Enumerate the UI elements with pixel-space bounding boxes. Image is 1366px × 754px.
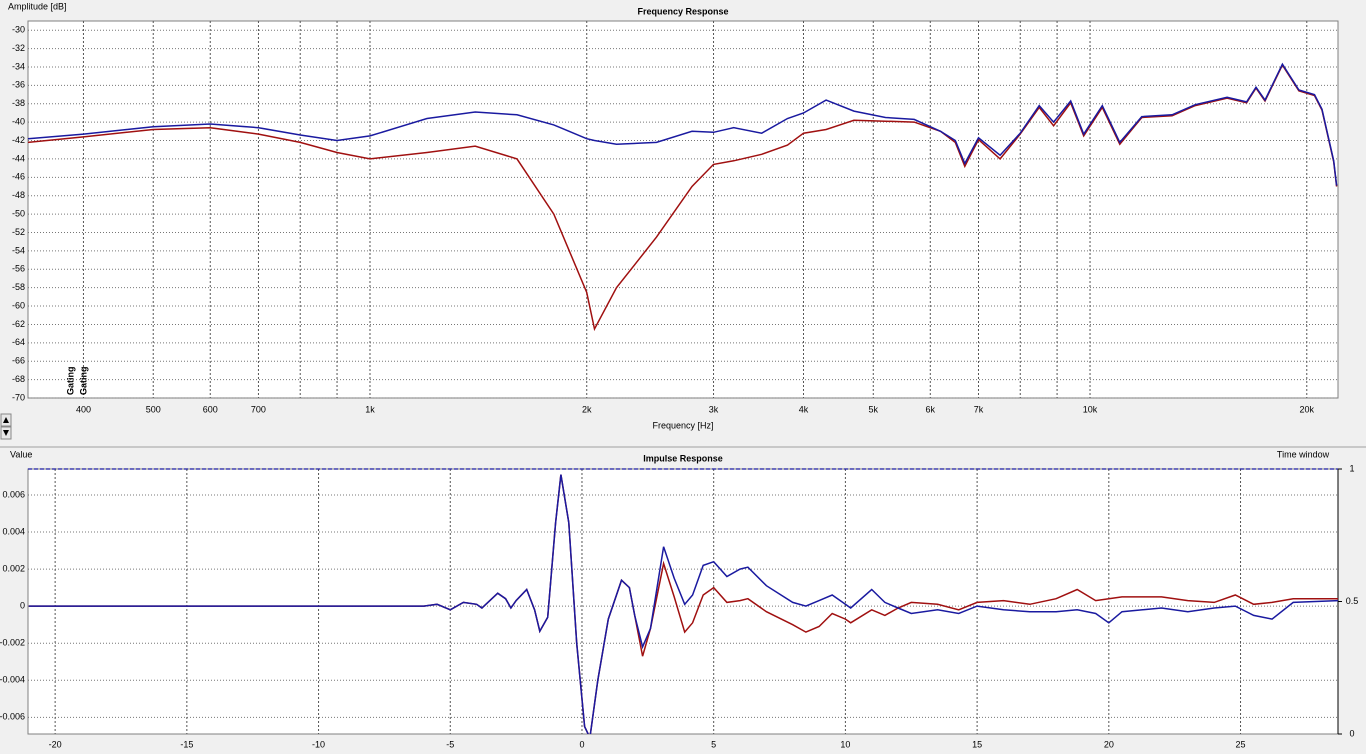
- series-line: [28, 62, 1338, 186]
- x-tick-label: 0: [579, 739, 584, 749]
- x-tick-label: 20k: [1300, 404, 1315, 414]
- y-tick-label: 0: [20, 601, 25, 611]
- y-tick-label: -50: [12, 208, 25, 218]
- y-tick-label: -48: [12, 190, 25, 200]
- y-tick-label: -46: [12, 172, 25, 182]
- x-axis-label: Frequency [Hz]: [652, 420, 713, 430]
- y-tick-label: 0.004: [2, 526, 25, 536]
- x-tick-label: 400: [76, 404, 91, 414]
- legend-entry: Gating: [78, 367, 88, 396]
- x-tick-label: 3k: [709, 404, 719, 414]
- series-line: [28, 63, 1338, 332]
- x-tick-label: 7k: [974, 404, 984, 414]
- y-tick-label: -60: [12, 300, 25, 310]
- x-tick-label: 15: [972, 739, 982, 749]
- x-tick-label: 25: [1236, 739, 1246, 749]
- x-tick-label: 5k: [869, 404, 879, 414]
- y-tick-label: -66: [12, 356, 25, 366]
- scroll-buttons[interactable]: [0, 413, 12, 440]
- series-line: [28, 474, 1338, 734]
- y2-tick-label: 0: [1349, 728, 1354, 738]
- y-tick-label: -0.004: [0, 675, 25, 685]
- y2-tick-label: 1: [1349, 463, 1354, 473]
- y-axis-label: Value: [10, 449, 32, 459]
- y-tick-label: -42: [12, 135, 25, 145]
- y-tick-label: -52: [12, 227, 25, 237]
- y-tick-label: 0.002: [2, 563, 25, 573]
- x-tick-label: 700: [251, 404, 266, 414]
- x-tick-label: -5: [446, 739, 454, 749]
- chart-title: Impulse Response: [643, 453, 723, 463]
- y-tick-label: -0.006: [0, 712, 25, 722]
- y-tick-label: -58: [12, 282, 25, 292]
- y-tick-label: -38: [12, 98, 25, 108]
- x-tick-label: 600: [203, 404, 218, 414]
- y-tick-label: -56: [12, 264, 25, 274]
- y-tick-label: -36: [12, 80, 25, 90]
- x-tick-label: 10: [840, 739, 850, 749]
- x-tick-label: 4k: [799, 404, 809, 414]
- x-tick-label: 500: [146, 404, 161, 414]
- x-tick-label: 6k: [926, 404, 936, 414]
- x-tick-label: 2k: [582, 404, 592, 414]
- y-tick-label: -34: [12, 61, 25, 71]
- y-tick-label: -0.002: [0, 638, 25, 648]
- x-tick-label: -15: [180, 739, 193, 749]
- y-tick-label: 0.006: [2, 489, 25, 499]
- y-tick-label: -70: [12, 392, 25, 402]
- y-tick-label: -62: [12, 319, 25, 329]
- arrow-up: [3, 417, 9, 423]
- y-tick-label: -54: [12, 245, 25, 255]
- x-tick-label: 1k: [365, 404, 375, 414]
- plot-area: [27, 20, 1339, 399]
- y2-tick-label: 0.5: [1346, 596, 1359, 606]
- y-tick-label: -64: [12, 337, 25, 347]
- y-axis-label: Amplitude [dB]: [8, 1, 67, 11]
- y-tick-label: -40: [12, 117, 25, 127]
- y-tick-label: -68: [12, 374, 25, 384]
- x-tick-label: -20: [49, 739, 62, 749]
- arrow-down: [3, 430, 9, 436]
- y2-axis-label: Time window: [1277, 449, 1330, 459]
- x-tick-label: 5: [711, 739, 716, 749]
- chart-title: Frequency Response: [637, 6, 728, 16]
- y-tick-label: -32: [12, 43, 25, 53]
- x-tick-label: 10k: [1083, 404, 1098, 414]
- x-tick-label: -10: [312, 739, 325, 749]
- y-tick-label: -30: [12, 25, 25, 35]
- legend-entry: Gating: [65, 367, 75, 396]
- y-tick-label: -44: [12, 153, 25, 163]
- x-tick-label: 20: [1104, 739, 1114, 749]
